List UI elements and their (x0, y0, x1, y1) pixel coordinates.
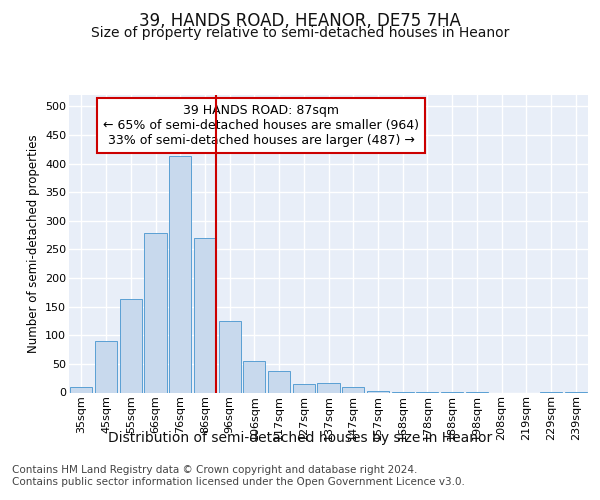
Y-axis label: Number of semi-detached properties: Number of semi-detached properties (26, 134, 40, 353)
Text: Size of property relative to semi-detached houses in Heanor: Size of property relative to semi-detach… (91, 26, 509, 40)
Text: Distribution of semi-detached houses by size in Heanor: Distribution of semi-detached houses by … (108, 431, 492, 445)
Text: 39 HANDS ROAD: 87sqm
← 65% of semi-detached houses are smaller (964)
33% of semi: 39 HANDS ROAD: 87sqm ← 65% of semi-detac… (103, 104, 419, 147)
Bar (367, 391, 389, 392)
Bar (268, 372, 290, 392)
Bar (70, 387, 92, 392)
Bar (194, 238, 216, 392)
Bar (293, 384, 315, 392)
Bar (169, 156, 191, 392)
Text: 39, HANDS ROAD, HEANOR, DE75 7HA: 39, HANDS ROAD, HEANOR, DE75 7HA (139, 12, 461, 30)
Bar (145, 234, 167, 392)
Bar (218, 321, 241, 392)
Bar (317, 383, 340, 392)
Bar (119, 299, 142, 392)
Bar (243, 361, 265, 392)
Bar (95, 341, 117, 392)
Text: Contains HM Land Registry data © Crown copyright and database right 2024.
Contai: Contains HM Land Registry data © Crown c… (12, 465, 465, 486)
Bar (342, 387, 364, 392)
